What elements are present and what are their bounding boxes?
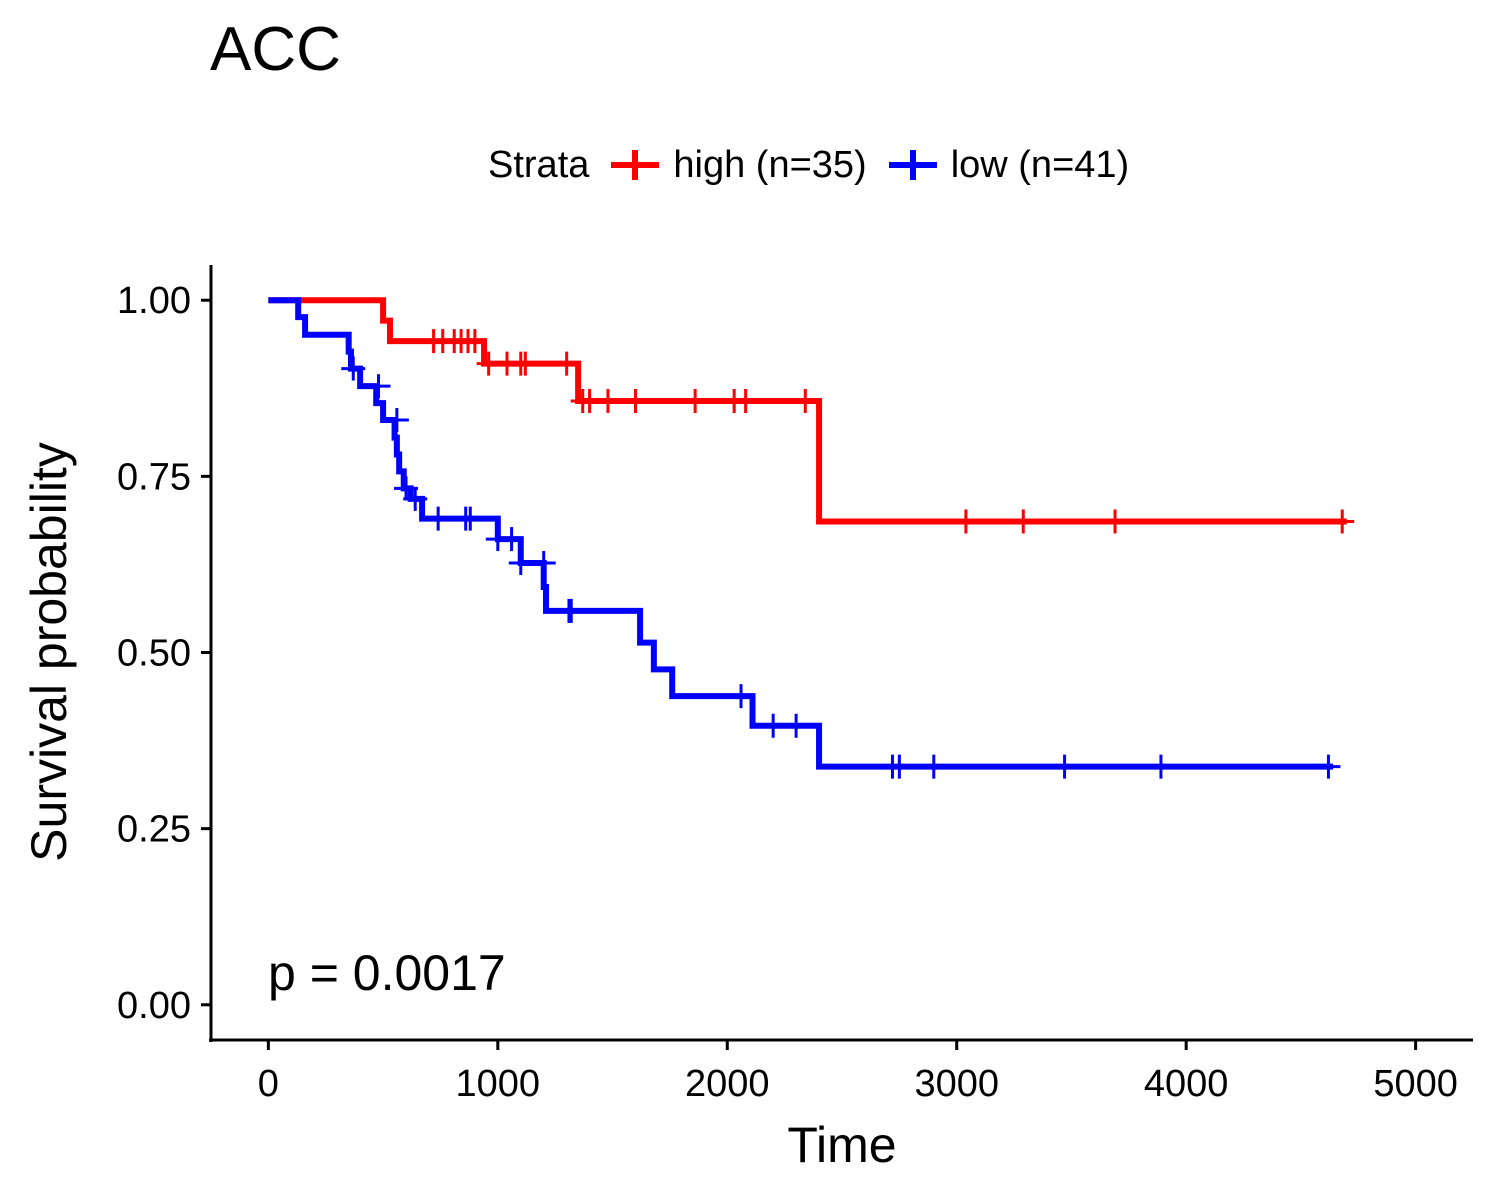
x-tick-label: 2000 xyxy=(685,1063,770,1105)
censor-mark xyxy=(729,684,754,709)
series-low xyxy=(268,297,1341,779)
legend-key-low xyxy=(885,145,941,185)
censor-mark xyxy=(426,506,451,531)
y-tick-label: 0.25 xyxy=(117,809,191,851)
survival-curve xyxy=(268,297,1334,770)
survival-curve xyxy=(268,297,1347,525)
p-value-annotation: p = 0.0017 xyxy=(268,945,506,1001)
y-tick-label: 1.00 xyxy=(117,280,191,322)
legend-label-low: low (n=41) xyxy=(950,143,1130,186)
censor-mark xyxy=(595,388,620,413)
censor-mark xyxy=(531,551,556,576)
censor-mark xyxy=(462,329,487,354)
y-tick-label: 0.50 xyxy=(117,633,191,675)
censor-mark xyxy=(953,509,978,534)
censor-mark xyxy=(887,754,912,779)
censor-mark xyxy=(403,486,428,511)
censor-mark xyxy=(784,713,809,738)
censor-mark xyxy=(793,388,818,413)
x-tick-label: 3000 xyxy=(914,1063,999,1105)
x-tick-label: 1000 xyxy=(456,1063,541,1105)
x-tick-label: 5000 xyxy=(1373,1063,1458,1105)
chart-title: ACC xyxy=(210,15,341,84)
series-high xyxy=(268,297,1355,534)
censor-mark xyxy=(1052,754,1077,779)
censor-mark xyxy=(1103,509,1128,534)
censor-mark xyxy=(366,374,391,399)
legend: Strata high (n=35) low (n=41) xyxy=(488,140,1129,190)
censor-mark xyxy=(733,388,758,413)
x-axis-label: Time xyxy=(787,1117,896,1173)
legend-label-high: high (n=35) xyxy=(673,143,867,186)
y-axis-label: Survival probability xyxy=(21,442,77,862)
x-tick-label: 4000 xyxy=(1144,1063,1229,1105)
censor-mark xyxy=(921,754,946,779)
legend-title: Strata xyxy=(488,143,590,186)
censor-mark xyxy=(1316,754,1341,779)
series-layer xyxy=(268,297,1355,779)
censor-mark xyxy=(1011,509,1036,534)
censor-mark xyxy=(559,598,584,623)
censor-mark xyxy=(683,388,708,413)
censor-mark xyxy=(499,527,524,552)
censor-mark xyxy=(1330,509,1355,534)
legend-key-high xyxy=(607,145,663,185)
censor-mark xyxy=(623,388,648,413)
censor-mark xyxy=(513,351,538,376)
x-tick-label: 0 xyxy=(258,1063,279,1105)
axes: 0.00 0.25 0.50 0.75 1.00 0 1000 2000 3000 4000 500… xyxy=(117,265,1473,1105)
censor-mark xyxy=(341,356,366,381)
censor-mark xyxy=(508,551,533,576)
censor-mark xyxy=(1148,754,1173,779)
censor-mark xyxy=(554,351,579,376)
censor-mark xyxy=(384,408,409,432)
y-tick-label: 0.75 xyxy=(117,456,191,498)
censor-mark xyxy=(761,713,786,738)
censor-mark xyxy=(458,506,483,531)
y-tick-label: 0.00 xyxy=(117,985,191,1027)
